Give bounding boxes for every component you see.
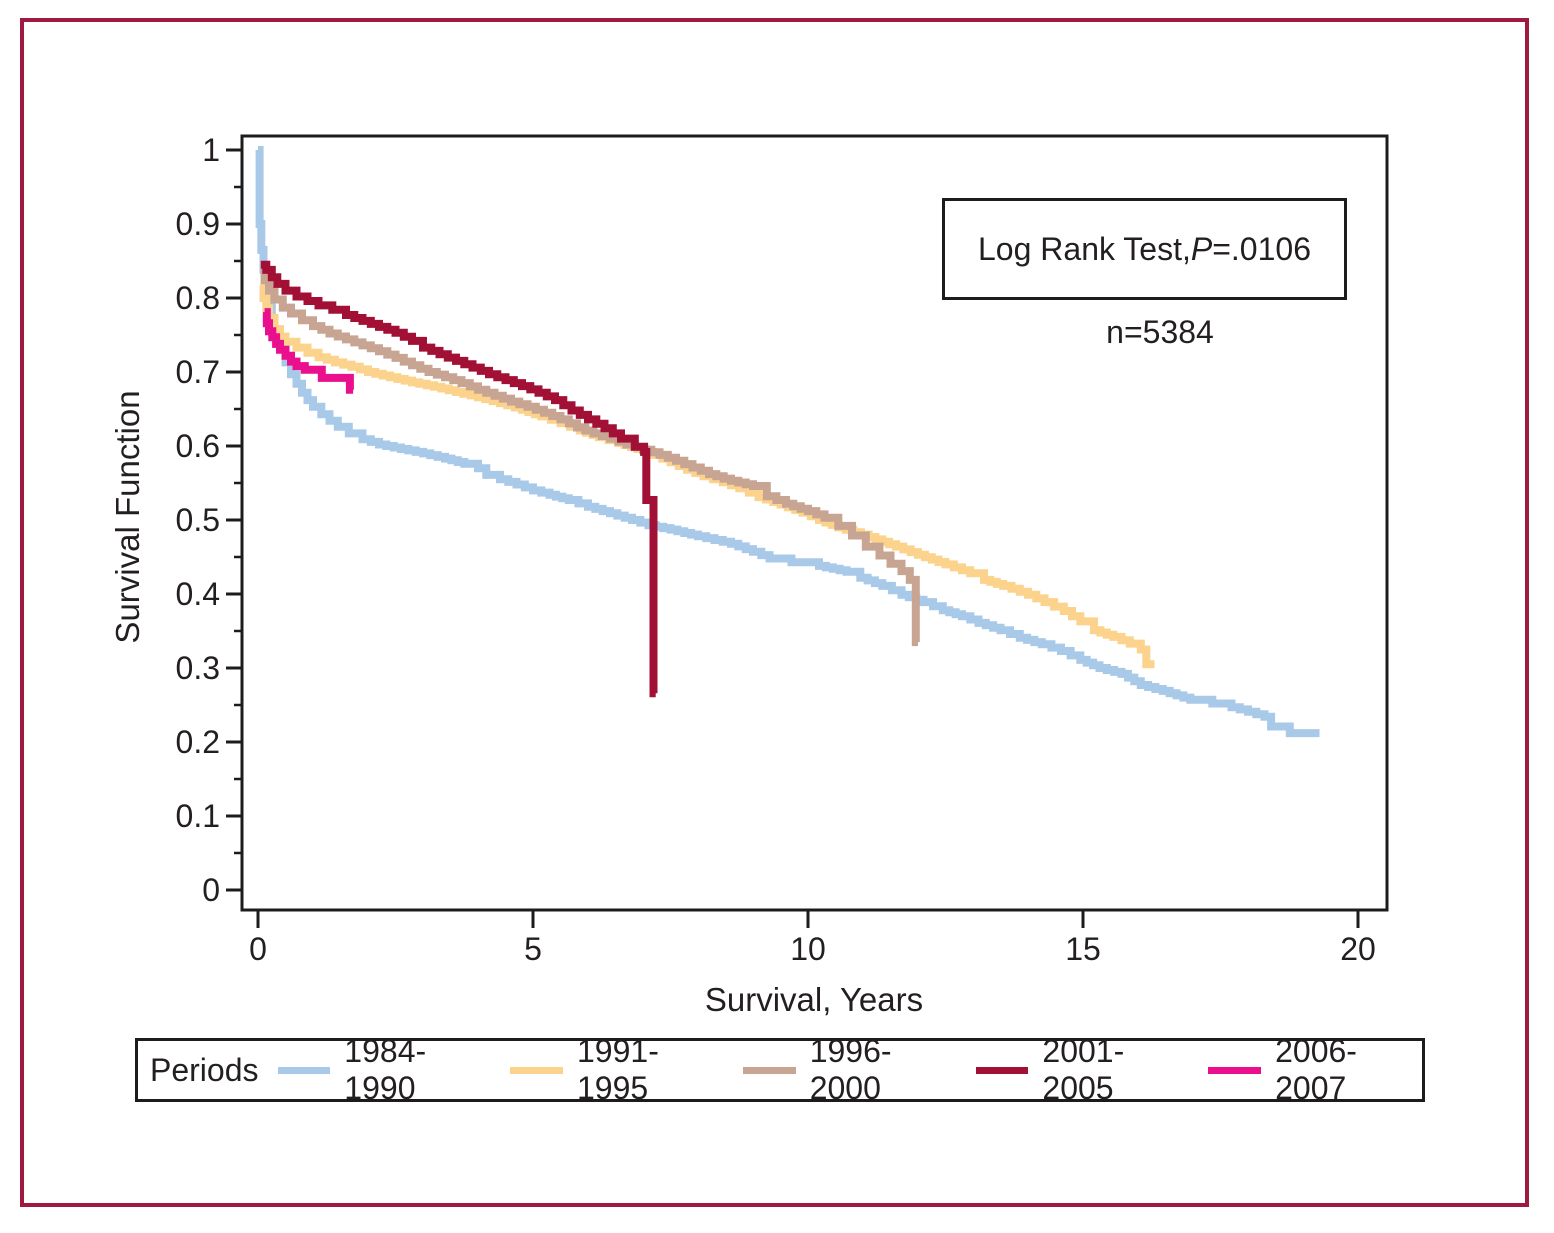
y-tick-label: 0.1 bbox=[175, 798, 220, 834]
y-tick-label: 0.7 bbox=[175, 354, 220, 390]
x-tick-label: 5 bbox=[524, 931, 542, 967]
legend-title: Periods bbox=[150, 1051, 259, 1088]
legend-swatch-2006-2007 bbox=[1208, 1066, 1262, 1074]
plot-frame bbox=[240, 134, 1389, 912]
legend-label: 1984-1990 bbox=[344, 1033, 427, 1106]
sample-size-label: n=5384 bbox=[1106, 314, 1214, 350]
log-rank-annotation-box: Log Rank Test, P =.0106 bbox=[942, 198, 1347, 300]
legend-label: 2001-2005 bbox=[1042, 1033, 1125, 1106]
legend-swatch-1984-1990 bbox=[277, 1066, 331, 1074]
legend-item-1991-1995: 1991-1995 bbox=[491, 1033, 724, 1107]
legend-box: Periods 1984-1990 1991-1995 1996-2000 2001-… bbox=[135, 1033, 1425, 1106]
legend-swatch-1991-1995 bbox=[510, 1066, 563, 1074]
figure-border bbox=[20, 18, 1529, 1207]
legend-swatch-1996-2000 bbox=[742, 1066, 796, 1074]
legend-item-2006-2007: 2006-2007 bbox=[1189, 1033, 1422, 1107]
legend-items: 1984-1990 1991-1995 1996-2000 2001-2005 2006… bbox=[259, 1033, 1423, 1107]
y-tick-label: 0.9 bbox=[175, 206, 220, 242]
x-tick-label: 0 bbox=[249, 931, 267, 967]
series-line-1984-1990 bbox=[255, 146, 1320, 738]
p-value: =.0106 bbox=[1212, 230, 1311, 267]
series-line-1991-1995 bbox=[259, 280, 1155, 669]
y-tick-label: 0.6 bbox=[175, 428, 220, 464]
y-tick-label: 1 bbox=[202, 132, 220, 168]
legend-item-1984-1990: 1984-1990 bbox=[259, 1033, 492, 1107]
y-tick-label: 0.2 bbox=[175, 724, 220, 760]
legend-swatch-2001-2005 bbox=[975, 1066, 1029, 1074]
log-rank-text: Log Rank Test, bbox=[978, 230, 1191, 267]
x-tick-label: 20 bbox=[1340, 931, 1376, 967]
legend-item-1996-2000: 1996-2000 bbox=[724, 1033, 957, 1107]
series-line-2001-2005 bbox=[260, 260, 658, 698]
y-tick-label: 0 bbox=[202, 872, 220, 908]
x-axis-title: Survival, Years bbox=[704, 981, 924, 1018]
legend-label: 2006-2007 bbox=[1275, 1033, 1357, 1106]
legend-label: 1996-2000 bbox=[809, 1033, 892, 1106]
y-tick-label: 0.3 bbox=[175, 650, 220, 686]
x-tick-label: 15 bbox=[1065, 931, 1101, 967]
x-tick-label: 10 bbox=[790, 931, 826, 967]
y-axis-title: Survival Function bbox=[109, 390, 146, 644]
legend-item-2001-2005: 2001-2005 bbox=[957, 1033, 1190, 1107]
y-tick-label: 0.4 bbox=[175, 576, 220, 612]
y-tick-label: 0.5 bbox=[175, 502, 220, 538]
p-symbol: P bbox=[1190, 230, 1213, 267]
series-line-1996-2000 bbox=[260, 264, 920, 647]
legend-label: 1991-1995 bbox=[577, 1033, 659, 1106]
y-tick-label: 0.8 bbox=[175, 280, 220, 316]
series-line-2006-2007 bbox=[262, 308, 354, 394]
